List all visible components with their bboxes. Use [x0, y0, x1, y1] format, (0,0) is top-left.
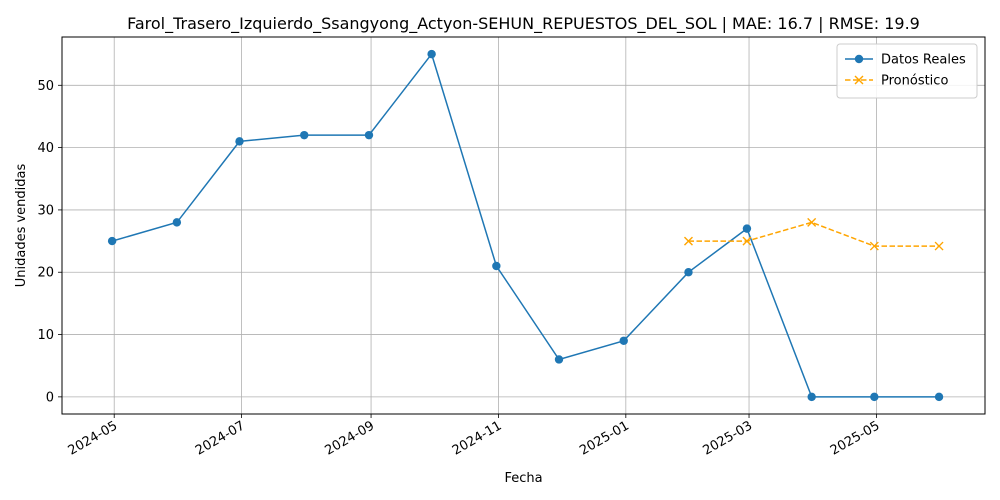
legend-label: Pronóstico: [881, 74, 948, 89]
data-point: [619, 336, 628, 345]
series-layer: [107, 49, 944, 402]
legend-entry: Datos Reales: [845, 53, 966, 68]
series-line: [111, 52, 940, 398]
data-point: [742, 224, 752, 233]
data-point: [107, 236, 117, 246]
data-point: [934, 392, 944, 402]
data-point: [742, 236, 752, 246]
data-point: [683, 236, 693, 246]
data-point: [554, 355, 564, 364]
data-point: [807, 217, 817, 227]
data-point: [807, 392, 816, 402]
legend-entry: Pronóstico: [845, 74, 948, 89]
data-point: [492, 261, 501, 271]
series-pron-stico: [683, 217, 944, 251]
data-point: [854, 75, 864, 85]
legend: Datos Reales Pronóstico: [836, 43, 978, 99]
plot-frame: [61, 36, 986, 415]
data-point: [684, 268, 693, 277]
marker-stroke: [934, 241, 944, 251]
data-point: [235, 137, 244, 146]
marker-stroke: [742, 236, 752, 246]
y-tick-label: 0: [46, 390, 54, 405]
chart-title: Farol_Trasero_Izquierdo_Ssangyong_Actyon…: [127, 14, 920, 34]
y-tick-label: 30: [37, 203, 54, 218]
marker-stroke: [869, 241, 879, 251]
y-tick-label: 20: [37, 266, 54, 281]
marker-stroke: [807, 217, 817, 227]
data-point: [934, 241, 944, 251]
x-axis-title: Fecha: [504, 471, 542, 486]
marker-stroke: [854, 75, 864, 85]
legend-box: [836, 43, 978, 99]
data-point: [869, 241, 879, 251]
grid-lines: [62, 37, 985, 414]
y-tick-label: 10: [37, 328, 54, 343]
series-datos-reales: [107, 49, 944, 402]
data-point: [172, 218, 182, 227]
data-point: [870, 392, 879, 402]
data-point: [300, 130, 309, 140]
marker-stroke: [683, 236, 693, 246]
y-axis-title: Unidades vendidas: [14, 164, 29, 288]
data-point: [427, 49, 436, 59]
data-point: [364, 130, 374, 140]
legend-label: Datos Reales: [881, 53, 966, 68]
y-tick-label: 50: [37, 79, 54, 94]
y-tick-label: 40: [37, 141, 54, 156]
data-point: [854, 54, 864, 64]
